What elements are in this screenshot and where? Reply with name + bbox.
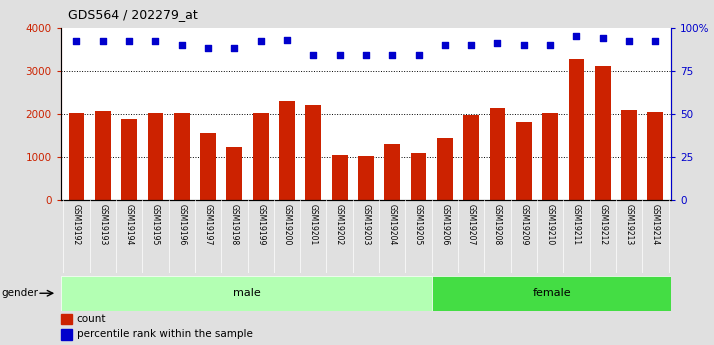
Bar (279, 101, 295, 200)
Point (150, 39, 161, 44)
Text: GDS564 / 202279_at: GDS564 / 202279_at (68, 8, 198, 21)
Bar (61, 314, 71, 324)
Point (71, 39, 82, 44)
Text: GSM19207: GSM19207 (467, 204, 476, 245)
Point (650, 39, 661, 44)
Point (544, 42, 555, 48)
Bar (332, 155, 348, 200)
Bar (490, 108, 506, 200)
Bar (411, 153, 426, 200)
Point (124, 39, 135, 44)
Point (334, 52, 346, 58)
Point (623, 39, 635, 44)
Point (570, 33, 582, 39)
Text: GSM19213: GSM19213 (625, 204, 633, 245)
Point (466, 42, 477, 48)
Text: GSM19209: GSM19209 (519, 204, 528, 245)
Bar (95, 111, 111, 200)
Point (439, 42, 451, 48)
Point (202, 46, 213, 51)
Text: count: count (76, 314, 106, 324)
Text: GSM19211: GSM19211 (572, 204, 581, 245)
Text: GSM19197: GSM19197 (203, 204, 213, 245)
Point (386, 52, 398, 58)
Bar (148, 114, 164, 200)
Text: GSM19199: GSM19199 (256, 204, 265, 245)
Text: GSM19198: GSM19198 (230, 204, 239, 245)
Bar (568, 59, 584, 200)
Text: percentile rank within the sample: percentile rank within the sample (76, 329, 253, 339)
Text: GSM19192: GSM19192 (72, 204, 81, 245)
Bar (358, 156, 374, 200)
Text: GSM19194: GSM19194 (125, 204, 134, 245)
Bar (595, 66, 610, 200)
Text: GSM19212: GSM19212 (598, 204, 607, 245)
Point (360, 52, 371, 58)
Bar (121, 119, 137, 200)
Bar (200, 133, 216, 200)
Text: GSM19201: GSM19201 (308, 204, 318, 245)
Point (413, 52, 424, 58)
Text: GSM19204: GSM19204 (388, 204, 397, 245)
Text: GSM19195: GSM19195 (151, 204, 160, 245)
Bar (253, 114, 268, 200)
Text: GSM19208: GSM19208 (493, 204, 502, 245)
Text: GSM19210: GSM19210 (545, 204, 555, 245)
Text: GSM19203: GSM19203 (361, 204, 371, 245)
Bar (306, 105, 321, 200)
Text: GSM19202: GSM19202 (335, 204, 344, 245)
Text: GSM19205: GSM19205 (414, 204, 423, 245)
Bar (432, 276, 671, 310)
Bar (516, 122, 532, 200)
Point (492, 40, 503, 46)
Point (176, 42, 188, 48)
Bar (437, 138, 453, 200)
Text: male: male (233, 288, 261, 298)
Point (255, 39, 266, 44)
Bar (226, 147, 242, 200)
Point (228, 46, 240, 51)
Bar (463, 115, 479, 200)
Bar (542, 114, 558, 200)
Text: GSM19214: GSM19214 (651, 204, 660, 245)
Bar (69, 112, 84, 200)
Point (518, 42, 530, 48)
Text: GSM19200: GSM19200 (283, 204, 291, 245)
Bar (61, 276, 432, 310)
Text: gender: gender (1, 288, 39, 298)
Bar (61, 329, 71, 340)
Point (281, 37, 293, 42)
Text: GSM19193: GSM19193 (99, 204, 107, 245)
Point (308, 52, 319, 58)
Bar (174, 114, 190, 200)
Bar (384, 145, 400, 200)
Text: female: female (533, 288, 571, 298)
Point (597, 35, 608, 41)
Bar (621, 110, 637, 200)
Bar (648, 112, 663, 200)
Text: GSM19206: GSM19206 (441, 204, 449, 245)
Text: GSM19196: GSM19196 (177, 204, 186, 245)
Point (97, 39, 109, 44)
